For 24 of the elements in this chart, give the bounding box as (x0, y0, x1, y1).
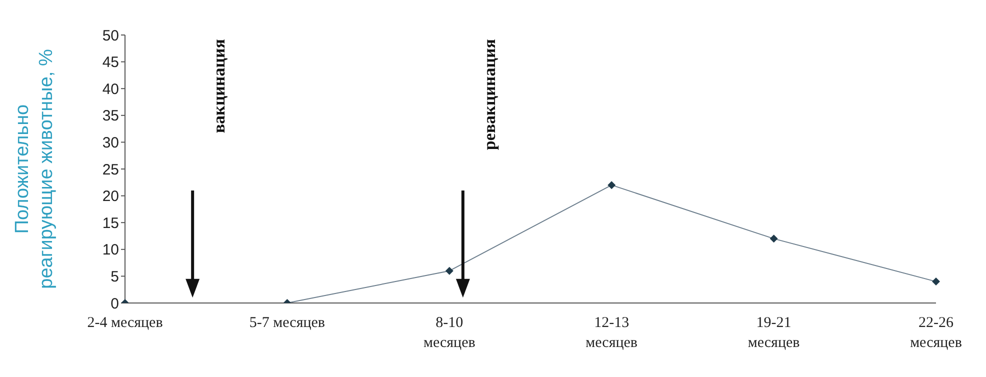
y-axis-title: Положительно реагирующие животные, % (12, 49, 57, 289)
point (932, 278, 940, 286)
y-tick-label: 10 (102, 242, 119, 259)
x-tick-label: 5-7 месяцев (249, 315, 325, 331)
y-tick-label: 5 (110, 268, 119, 286)
y-tick-label: 50 (102, 27, 119, 44)
x-tick-label: 8-10 месяцев (423, 315, 476, 351)
x-tick-label: 22-26 месяцев (910, 315, 962, 351)
point (608, 181, 616, 190)
point (445, 266, 454, 275)
x-tick-label: 12-13 месяцев (586, 315, 638, 351)
y-tick-label: 35 (102, 108, 119, 125)
x-tick-label: 19-21 месяцев (748, 315, 800, 351)
y-tick-label: 40 (102, 80, 119, 98)
y-tick-label: 30 (102, 134, 119, 152)
y-tick-label: 15 (102, 214, 119, 232)
y-tick-label: 45 (102, 54, 119, 72)
point (770, 234, 778, 243)
annotation: ревакцинация (480, 39, 499, 150)
x-tick-label: 2-4 месяцев (87, 315, 163, 331)
y-tick-label: 20 (102, 188, 119, 206)
y-tick-label: 0 (110, 295, 119, 312)
annotation: вакцинация (210, 39, 229, 134)
y-tick-label: 25 (102, 161, 119, 178)
